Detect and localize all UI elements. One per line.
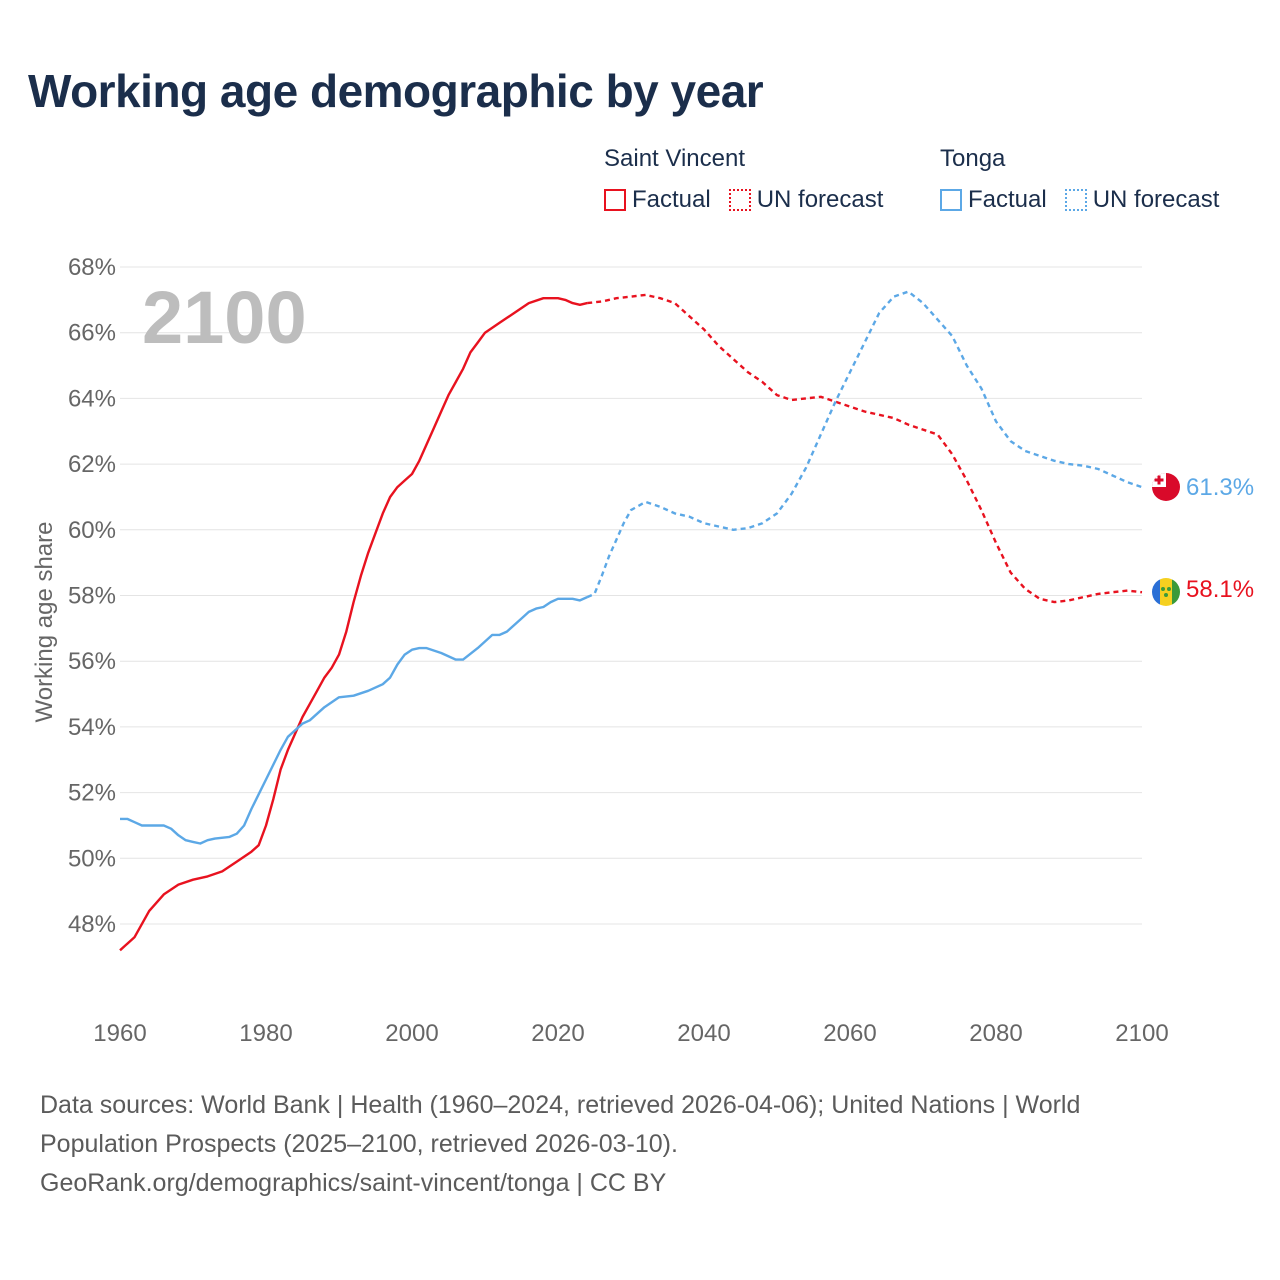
data-sources: Data sources: World Bank | Health (1960–… (40, 1086, 1190, 1203)
sources-line: GeoRank.org/demographics/saint-vincent/t… (40, 1169, 667, 1197)
y-tick-label: 64% (68, 385, 116, 412)
legend-label-forecast: UN forecast (756, 186, 884, 213)
legend-tonga: Tonga Factual UN forecast (940, 144, 1219, 214)
legend-label-factual: Factual (632, 186, 711, 213)
legend-saint-vincent: Saint Vincent Factual UN forecast (604, 144, 883, 214)
legend-swatch-factual (940, 189, 962, 211)
x-tick-label: 2000 (385, 1020, 438, 1047)
x-tick-label: 1960 (93, 1020, 146, 1047)
sources-line: Data sources: World Bank | Health (1960–… (40, 1091, 1081, 1119)
chart-title: Working age demographic by year (28, 65, 764, 117)
legend-label-forecast: UN forecast (1092, 186, 1220, 213)
x-axis-ticks: 1960 1980 2000 2020 2040 2060 2080 2100 (93, 1020, 1168, 1047)
tonga-flag-icon (1152, 473, 1180, 501)
saint-vincent-end-label: 58.1% (1186, 576, 1254, 603)
x-tick-label: 2080 (969, 1020, 1022, 1047)
saint-vincent-factual-line (119, 297, 588, 952)
y-tick-label: 62% (68, 451, 116, 478)
x-tick-label: 2060 (823, 1020, 876, 1047)
legend-swatch-forecast (728, 189, 751, 211)
legend-group-name: Tonga (940, 145, 1006, 172)
legend-swatch-forecast (1064, 189, 1087, 211)
x-tick-label: 2100 (1115, 1020, 1168, 1047)
line-chart: 48%50%52%54%56%58%60%62%64%66%68% 1960 19… (31, 254, 1254, 1047)
saint-vincent-flag-icon (1152, 578, 1180, 606)
gridlines (120, 266, 1142, 925)
tonga-end-label: 61.3% (1186, 474, 1254, 501)
y-tick-label: 48% (68, 911, 116, 938)
legend-swatch-factual (604, 189, 626, 211)
y-tick-label: 52% (68, 780, 116, 807)
y-tick-label: 68% (68, 254, 116, 281)
x-tick-label: 2020 (531, 1020, 584, 1047)
x-tick-label: 1980 (239, 1020, 292, 1047)
y-tick-label: 54% (68, 714, 116, 741)
tonga-factual-line (120, 596, 588, 845)
y-tick-label: 50% (68, 845, 116, 872)
saint-vincent-forecast-line (587, 293, 1143, 604)
tonga-forecast-line (586, 290, 1143, 599)
sources-line: Population Prospects (2025–2100, retriev… (40, 1130, 678, 1158)
legend-label-factual: Factual (968, 186, 1047, 213)
y-tick-label: 56% (68, 648, 116, 675)
legend-group-name: Saint Vincent (604, 145, 745, 172)
y-axis-label: Working age share (31, 522, 58, 723)
series-lines (119, 290, 1143, 952)
x-tick-label: 2040 (677, 1020, 730, 1047)
y-axis-ticks: 48% 50% 52% 54% 56% 58% 60% 62% 64% 66% 68% (68, 254, 116, 938)
y-tick-label: 66% (68, 320, 116, 347)
y-tick-label: 58% (68, 583, 116, 610)
y-tick-label: 60% (68, 517, 116, 544)
year-display: 2100 (142, 276, 307, 359)
